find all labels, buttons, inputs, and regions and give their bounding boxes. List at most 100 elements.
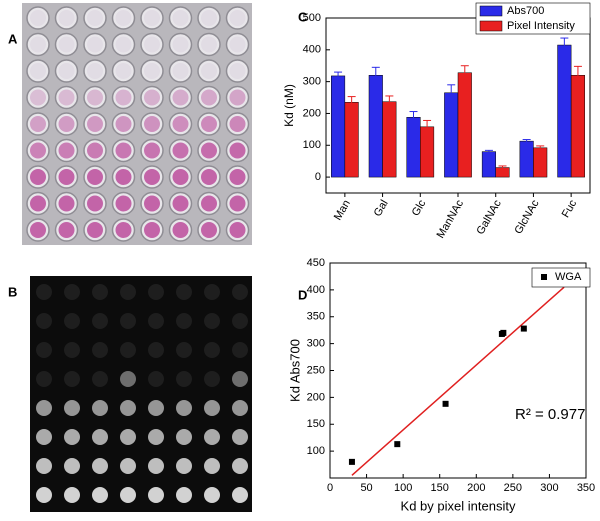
well-fill [87,63,103,79]
well-fill [172,89,189,106]
well-fill [115,10,132,26]
well-fill [229,195,246,212]
well-fill [201,10,217,26]
spot [64,284,80,300]
point [394,441,401,448]
bar [444,92,459,178]
well-fill [58,89,75,106]
well-fill [87,10,103,26]
well-fill [201,63,217,79]
spot [204,487,220,503]
bar [368,75,383,178]
well-fill [229,10,246,26]
y-axis-label: Kd (nM) [282,84,296,127]
well-fill [58,116,75,132]
spot [36,371,52,387]
spot [232,284,248,300]
spot [120,429,136,445]
plot-frame [329,262,587,479]
well-fill [229,169,246,185]
spot [36,458,52,474]
spot [120,284,136,300]
well-fill [201,169,217,185]
spot [204,284,220,300]
bar [481,151,496,178]
spot [92,458,108,474]
spot [232,429,248,445]
spot [204,429,220,445]
bar [570,75,585,178]
well-fill [201,89,217,106]
point [520,325,527,332]
spot [120,371,136,387]
y-tick-label: 0 [315,171,321,183]
well-fill [58,222,75,238]
well-fill [201,195,217,212]
spot [148,458,164,474]
well-fill [201,142,217,159]
bar [344,102,359,178]
well-fill [115,36,132,53]
spot [92,400,108,416]
well-fill [229,63,246,79]
y-tick-label: 400 [307,284,325,296]
well-fill [115,89,132,106]
well-fill [144,36,160,53]
well-fill [172,36,189,53]
spot [120,313,136,329]
well-fill [229,89,246,106]
legend-label: Abs700 [507,5,544,17]
well-fill [229,222,246,238]
spot [36,313,52,329]
well-fill [144,116,160,132]
legend-swatch [541,274,547,280]
well-fill [144,195,160,212]
bar [557,44,572,178]
legend-label: WGA [555,271,582,283]
legend-label: Pixel Intensity [507,20,575,32]
well-fill [115,195,132,212]
spot [120,487,136,503]
spot [92,371,108,387]
well-fill [30,10,46,26]
well-fill [172,195,189,212]
legend-box [531,267,591,288]
well-fill [87,36,103,53]
well-fill [87,142,103,159]
bar [519,140,534,178]
well-fill [58,10,75,26]
panel-label: D [298,287,307,302]
x-tick-label: Glc [410,198,429,219]
well-fill [201,222,217,238]
bar [406,117,421,178]
well-fill [201,116,217,132]
spot [148,487,164,503]
well-fill [229,142,246,159]
spot [204,342,220,358]
well-fill [30,142,46,159]
bar [420,126,435,178]
well-fill [172,142,189,159]
photos [22,3,252,512]
spot [176,487,192,503]
spot [64,487,80,503]
spot [64,313,80,329]
well-fill [30,89,46,106]
x-tick-label: 50 [360,482,372,494]
panel-label: A [8,31,18,46]
point [348,458,355,465]
spot [120,458,136,474]
y-tick-label: 200 [303,107,321,119]
well-fill [115,169,132,185]
spot [176,284,192,300]
spot [148,313,164,329]
well-fill [144,63,160,79]
well-fill [172,116,189,132]
spot [148,284,164,300]
spot [176,400,192,416]
well-fill [172,10,189,26]
well-fill [30,116,46,132]
well-fill [115,116,132,132]
y-tick-label: 500 [303,12,321,24]
